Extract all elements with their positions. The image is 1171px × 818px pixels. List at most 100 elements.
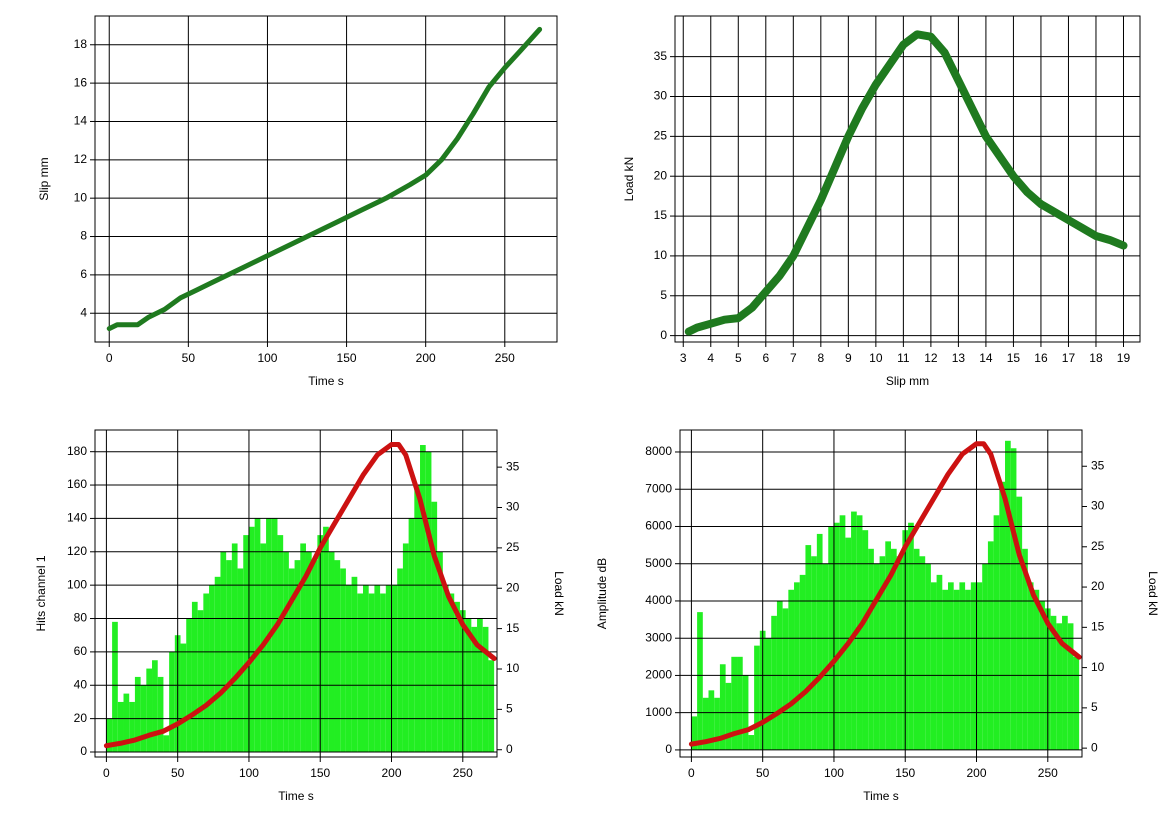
histogram-bar xyxy=(811,556,817,750)
x-tick-label: 100 xyxy=(239,766,259,780)
y2-tick-label: 15 xyxy=(1091,619,1105,633)
y-tick-label: 2000 xyxy=(645,668,672,682)
x-tick-label: 4 xyxy=(707,351,714,365)
chart-panel: 0 50 100 150 200 2500100020003000400050006000… xyxy=(595,429,1160,803)
histogram-bar xyxy=(431,501,438,752)
histogram-bar xyxy=(822,563,829,750)
x-tick-label: 0 xyxy=(106,351,113,365)
y-tick-label: 120 xyxy=(67,544,87,558)
histogram-bar xyxy=(868,548,874,750)
y-tick-label: 40 xyxy=(74,677,88,691)
x-tick-label: 50 xyxy=(182,351,196,365)
histogram-bar xyxy=(351,576,358,752)
histogram-bar xyxy=(191,601,198,752)
y-tick-label: 5000 xyxy=(645,556,672,570)
plot-background xyxy=(95,16,557,342)
y-tick-label: 5 xyxy=(660,288,667,302)
y-tick-label: 4 xyxy=(80,305,87,319)
histogram-bar xyxy=(374,585,381,752)
histogram-bar xyxy=(1005,440,1011,750)
histogram-bar xyxy=(323,526,329,752)
histogram-bar xyxy=(397,568,403,752)
x-tick-label: 16 xyxy=(1034,351,1048,365)
x-tick-label: 17 xyxy=(1062,351,1076,365)
x-tick-label: 50 xyxy=(171,766,185,780)
histogram-bar xyxy=(340,568,346,752)
histogram-bar xyxy=(243,535,249,752)
y-tick-label: 18 xyxy=(74,37,88,51)
y2-tick-label: 5 xyxy=(1091,700,1098,714)
y-tick-label: 4000 xyxy=(645,593,672,607)
histogram-bar xyxy=(788,589,795,750)
histogram-bar xyxy=(277,535,284,752)
histogram-bar xyxy=(908,522,914,750)
histogram-bar xyxy=(311,560,318,752)
y-tick-label: 3000 xyxy=(645,630,672,644)
x-tick-label: 13 xyxy=(952,351,966,365)
y-axis-title: Amplitude dB xyxy=(595,558,609,629)
histogram-bar xyxy=(231,543,238,752)
histogram-bar xyxy=(970,582,977,750)
histogram-bar xyxy=(112,621,118,752)
y-tick-label: 160 xyxy=(67,477,87,491)
histogram-bar xyxy=(454,601,460,752)
histogram-bar xyxy=(993,515,1000,750)
histogram-bar xyxy=(1027,582,1034,750)
histogram-bar xyxy=(203,593,210,752)
histogram-bar xyxy=(930,582,937,750)
histogram-bar xyxy=(1073,656,1080,750)
y2-axis-title: Load kN xyxy=(552,571,566,616)
histogram-bar xyxy=(737,656,743,750)
y2-tick-label: 0 xyxy=(506,742,513,756)
histogram-bar xyxy=(226,560,232,752)
data-line xyxy=(106,26,543,332)
x-axis-title: Time s xyxy=(278,789,314,803)
y-tick-label: 0 xyxy=(660,328,667,342)
histogram-bar xyxy=(965,589,971,750)
y-axis-title: Load kN xyxy=(622,157,636,202)
y-tick-label: 7000 xyxy=(645,481,672,495)
histogram-bar xyxy=(999,481,1006,750)
histogram-bar xyxy=(839,515,846,750)
data-line xyxy=(103,442,497,749)
plot-frame xyxy=(674,15,1141,343)
histogram-bar xyxy=(106,718,113,752)
histogram-bar xyxy=(237,568,244,752)
y-tick-label: 20 xyxy=(74,711,88,725)
plot-frame xyxy=(679,429,1083,758)
data-line xyxy=(684,30,1128,336)
x-tick-label: 7 xyxy=(790,351,797,365)
x-tick-label: 0 xyxy=(103,766,110,780)
histogram-bar xyxy=(391,585,398,752)
histogram-bar xyxy=(271,518,278,752)
y2-tick-label: 25 xyxy=(506,540,520,554)
y-tick-label: 1000 xyxy=(645,705,672,719)
histogram-bar xyxy=(919,556,926,750)
x-tick-label: 15 xyxy=(1007,351,1021,365)
y-tick-label: 60 xyxy=(74,644,88,658)
histogram-bar xyxy=(482,626,489,752)
x-tick-label: 200 xyxy=(381,766,401,780)
x-tick-label: 200 xyxy=(966,766,986,780)
histogram-bar xyxy=(180,643,187,752)
histogram-bar xyxy=(117,701,124,752)
y2-tick-label: 35 xyxy=(1091,458,1105,472)
histogram-bar xyxy=(209,585,215,752)
x-tick-label: 19 xyxy=(1117,351,1131,365)
chart-panel: 0 50 100 150 200 250 4 6 8 10 12 14 16 18 Time s Slip m… xyxy=(37,15,558,388)
histogram-bar xyxy=(152,660,158,752)
histogram-bar xyxy=(851,511,857,750)
histogram-bar xyxy=(879,556,886,750)
histogram-bar xyxy=(816,533,823,750)
plot-background xyxy=(675,16,1140,342)
histogram-bar xyxy=(913,548,920,750)
histogram-bar xyxy=(697,612,703,750)
chart-panel: 3 4 5 6 7 8 9 10 11 12 13 14 15 16 17 18 19 0 5 10 15 20 25 30 3… xyxy=(622,15,1141,388)
y-axis-title: Slip mm xyxy=(37,157,51,200)
histogram-bar xyxy=(856,515,863,750)
x-tick-label: 150 xyxy=(895,766,915,780)
histogram-bar xyxy=(948,582,954,750)
histogram-bar xyxy=(123,693,130,752)
x-tick-label: 0 xyxy=(688,766,695,780)
histogram-bar xyxy=(794,582,800,750)
